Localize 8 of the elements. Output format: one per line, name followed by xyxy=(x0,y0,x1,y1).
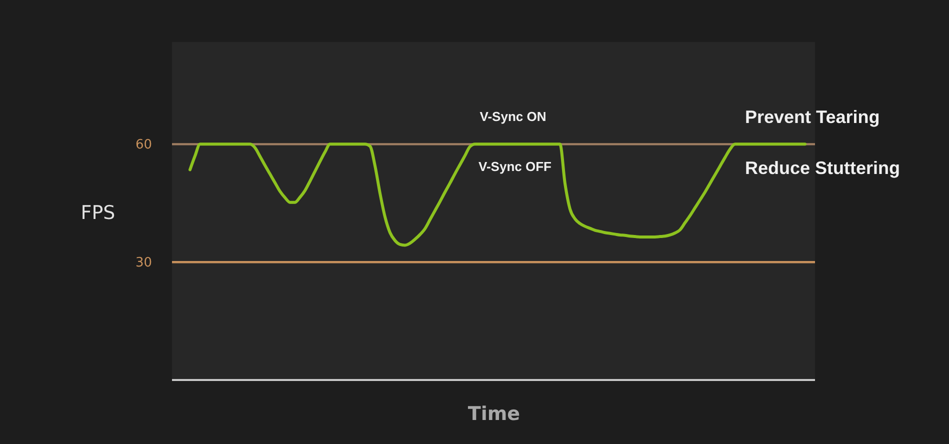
annotation: V-Sync ON xyxy=(480,109,546,124)
annotation: Prevent Tearing xyxy=(745,107,880,127)
y-tick-label: 30 xyxy=(135,255,152,270)
y-tick-label: 60 xyxy=(135,137,152,152)
x-axis-title: Time xyxy=(468,403,520,425)
annotation: Reduce Stuttering xyxy=(745,158,900,178)
y-axis-title: FPS xyxy=(80,202,116,224)
annotation: V-Sync OFF xyxy=(478,159,552,174)
